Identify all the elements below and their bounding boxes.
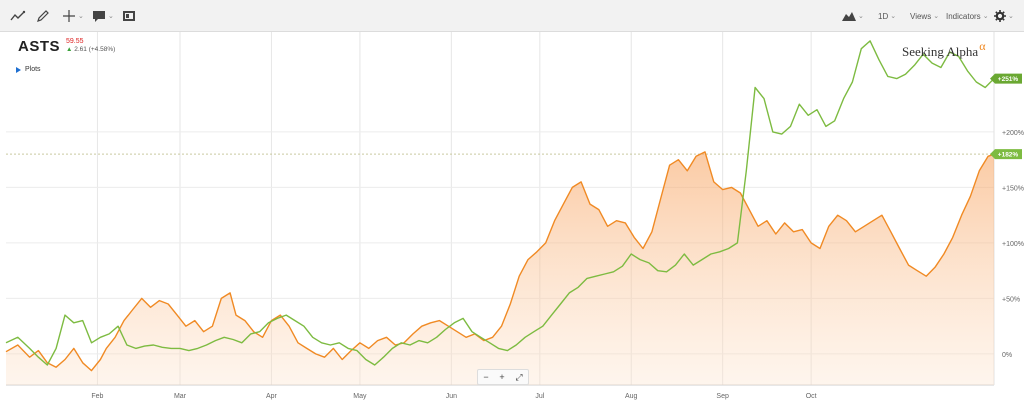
x-tick-label: Mar	[174, 393, 187, 400]
panel-icon[interactable]	[122, 7, 136, 25]
x-tick-label: May	[353, 393, 367, 400]
views-menu[interactable]: Views ⌄	[910, 7, 939, 25]
chart-toolbar: ⌄ ⌄ ⌄ 1D ⌄ Views ⌄ Indicators ⌄ ⌄	[0, 0, 1024, 32]
price-change-value: 2.61 (+4.58%)	[74, 46, 116, 53]
x-tick-label: Feb	[91, 393, 103, 400]
y-tick-label: +200%	[1002, 130, 1024, 137]
y-tick-label: +150%	[1002, 185, 1024, 192]
ticker-symbol: ASTS	[18, 38, 61, 55]
y-axis: 0% +50% +100% +150% +200%	[1002, 130, 1024, 359]
zoom-in-button[interactable]: +	[499, 372, 505, 382]
x-axis: Feb Mar Apr May Jun Jul Aug Sep Oct	[91, 393, 816, 400]
series-end-label: +182%	[990, 149, 1022, 160]
x-tick-label: Sep	[716, 393, 729, 400]
alpha-symbol: α	[979, 39, 986, 53]
crosshair-icon[interactable]: ⌄	[62, 7, 84, 25]
settings-gear-icon[interactable]: ⌄	[994, 7, 1014, 25]
chevron-down-icon: ⌄	[78, 13, 84, 20]
interval-selector[interactable]: 1D ⌄	[878, 7, 896, 25]
zoom-out-button[interactable]: −	[483, 372, 489, 382]
plots-toggle[interactable]: Plots	[16, 66, 41, 73]
series-line[interactable]	[5, 40, 995, 366]
zoom-controls: − + ⤢	[477, 369, 529, 385]
x-tick-label: Jul	[535, 393, 544, 400]
end-label-text: +251%	[998, 76, 1019, 83]
last-price: 59.55	[66, 38, 84, 45]
brand-name: Seeking Alpha	[902, 44, 979, 59]
chevron-down-icon: ⌄	[1008, 13, 1014, 20]
interval-label: 1D	[878, 11, 889, 21]
end-label-badge	[990, 73, 1022, 84]
comment-icon[interactable]: ⌄	[92, 7, 114, 25]
chevron-down-icon: ⌄	[108, 13, 114, 20]
series-lines	[5, 40, 995, 372]
chevron-down-icon: ⌄	[890, 13, 897, 20]
brand-logo: Seeking Alphaα	[902, 39, 985, 60]
views-label: Views	[910, 11, 932, 21]
x-tick-label: Jun	[446, 393, 457, 400]
series-area	[6, 151, 994, 385]
series-end-labels: +182% +251%	[990, 73, 1022, 160]
plots-label: Plots	[25, 66, 41, 73]
chart-type-mountain-icon[interactable]: ⌄	[842, 7, 864, 25]
chevron-down-icon: ⌄	[933, 13, 940, 20]
series-end-label: +251%	[990, 73, 1022, 84]
expand-icon[interactable]: ⤢	[515, 371, 523, 382]
y-tick-label: 0%	[1002, 352, 1012, 359]
series-line[interactable]	[5, 151, 995, 372]
chevron-down-icon: ⌄	[982, 13, 989, 20]
end-label-text: +182%	[998, 152, 1019, 159]
chevron-down-icon: ⌄	[858, 13, 864, 20]
x-tick-label: Oct	[806, 393, 817, 400]
area-fill	[6, 151, 994, 385]
pencil-icon[interactable]	[36, 7, 50, 25]
y-tick-label: +100%	[1002, 241, 1024, 248]
play-triangle-icon	[16, 66, 21, 73]
draw-line-icon[interactable]	[10, 7, 26, 25]
y-tick-label: +50%	[1002, 296, 1020, 303]
end-label-badge	[990, 149, 1022, 160]
indicators-menu[interactable]: Indicators ⌄	[946, 7, 989, 25]
indicators-label: Indicators	[946, 11, 981, 21]
price-change: ▲ 2.61 (+4.58%)	[66, 46, 115, 53]
x-tick-label: Apr	[266, 393, 278, 400]
up-arrow-icon: ▲	[66, 46, 73, 53]
x-tick-label: Aug	[625, 393, 638, 400]
